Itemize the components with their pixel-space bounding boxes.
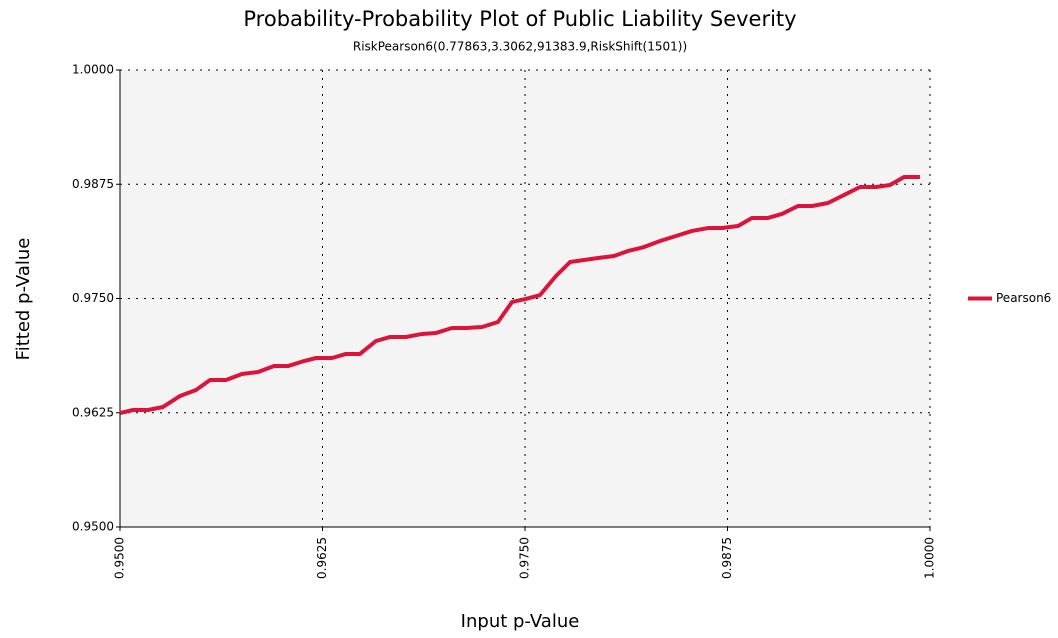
x-tick-label: 0.9500: [113, 537, 127, 579]
y-tick-label: 0.9750: [72, 291, 114, 305]
y-tick-label: 0.9625: [72, 405, 114, 419]
y-tick-label: 1.0000: [72, 63, 114, 77]
y-tick-label: 0.9875: [72, 177, 114, 191]
legend-label: Pearson6: [996, 291, 1051, 305]
x-tick-label: 0.9750: [518, 537, 532, 579]
data-line: [119, 175, 920, 415]
y-axis-label: Fitted p-Value: [13, 238, 34, 361]
y-tick-label: 0.9500: [72, 520, 114, 534]
chart-title: Probability-Probability Plot of Public L…: [243, 7, 796, 31]
x-tick-label: 0.9875: [720, 537, 734, 579]
x-tick-label: 1.0000: [923, 537, 937, 579]
chart-subtitle: RiskPearson6(0.77863,3.3062,91383.9,Risk…: [353, 40, 687, 54]
x-axis-label: Input p-Value: [461, 611, 580, 632]
x-tick-label: 0.9625: [315, 537, 329, 579]
